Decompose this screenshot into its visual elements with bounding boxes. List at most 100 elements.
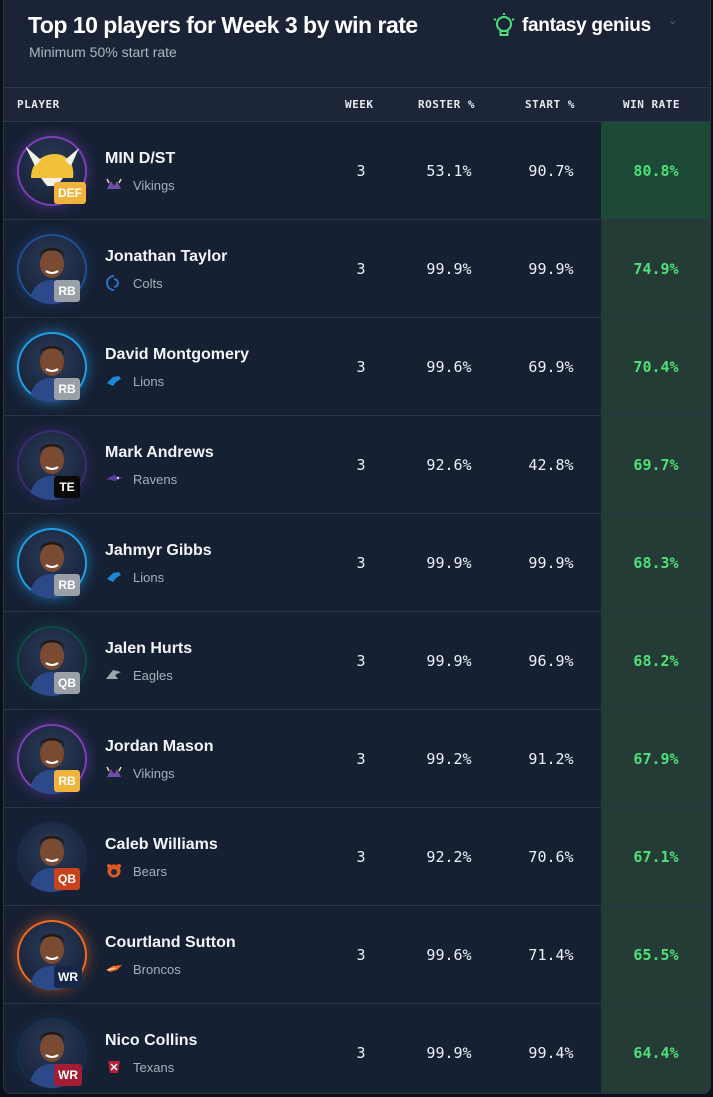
position-badge: RB (54, 280, 80, 302)
team-name: Vikings (133, 765, 175, 781)
win-rate: 74.9% (633, 260, 679, 278)
table-row[interactable]: TE Mark Andrews Ravens 3 92.6% 42.8% 69.7% (4, 416, 710, 514)
win-rate: 69.7% (633, 456, 679, 474)
table-row[interactable]: WR Courtland Sutton Broncos 3 99.6% 71.4% 65.5… (4, 906, 710, 1004)
column-header-start[interactable]: START % (525, 98, 575, 111)
win-rate-highlight (601, 612, 710, 709)
start-percent: 42.8% (528, 456, 574, 474)
ravens-logo-icon (105, 471, 123, 487)
start-percent: 70.6% (528, 848, 574, 866)
start-percent: 99.9% (528, 260, 574, 278)
brand-logo[interactable]: fantasy genius (492, 12, 651, 40)
texans-logo-icon (105, 1059, 123, 1075)
start-percent: 71.4% (528, 946, 574, 964)
player-name[interactable]: Mark Andrews (105, 444, 214, 461)
players-table: PLAYER WEEK ROSTER % START % WIN RATE DE… (4, 87, 710, 1093)
page-title: Top 10 players for Week 3 by win rate (28, 12, 418, 38)
leaderboard-card: Top 10 players for Week 3 by win rate Mi… (3, 0, 711, 1094)
position-badge: DEF (54, 182, 86, 204)
position-badge: RB (54, 574, 80, 596)
position-badge: RB (54, 378, 80, 400)
table-row[interactable]: RB Jahmyr Gibbs Lions 3 99.9% 99.9% 68.3% (4, 514, 710, 612)
position-badge: WR (54, 966, 82, 988)
team-name: Colts (133, 275, 163, 291)
column-header-player[interactable]: PLAYER (17, 98, 60, 111)
week-value: 3 (356, 848, 366, 866)
start-percent: 99.9% (528, 554, 574, 572)
week-value: 3 (356, 1044, 366, 1062)
win-rate-highlight (601, 122, 710, 219)
player-name[interactable]: Jonathan Taylor (105, 248, 228, 265)
position-badge: WR (54, 1064, 82, 1086)
win-rate: 67.1% (633, 848, 679, 866)
team-info: Broncos (105, 961, 181, 977)
player-name[interactable]: Jalen Hurts (105, 640, 193, 657)
table-row[interactable]: QB Caleb Williams Bears 3 92.2% 70.6% 67.1% (4, 808, 710, 906)
team-name: Texans (133, 1059, 175, 1075)
start-percent: 69.9% (528, 358, 574, 376)
player-name[interactable]: David Montgomery (105, 346, 250, 363)
player-name[interactable]: Jahmyr Gibbs (105, 542, 212, 559)
player-name[interactable]: Caleb Williams (105, 836, 218, 853)
roster-percent: 99.9% (426, 554, 472, 572)
team-info: Lions (105, 569, 164, 585)
team-info: Ravens (105, 471, 177, 487)
roster-percent: 99.6% (426, 946, 472, 964)
win-rate-highlight (601, 906, 710, 1003)
bears-logo-icon (105, 863, 123, 879)
table-row[interactable]: WR Nico Collins Texans 3 99.9% 99.4% 64.4% (4, 1004, 710, 1093)
lightbulb-icon (493, 13, 515, 36)
team-name: Eagles (133, 667, 173, 683)
win-rate-highlight (601, 710, 710, 807)
win-rate-highlight (601, 416, 710, 513)
win-rate: 64.4% (633, 1044, 679, 1062)
page-subtitle: Minimum 50% start rate (29, 44, 177, 60)
lions-logo-icon (105, 569, 123, 585)
card-header: Top 10 players for Week 3 by win rate Mi… (4, 0, 710, 86)
player-name[interactable]: Nico Collins (105, 1032, 198, 1049)
eagles-logo-icon (105, 667, 123, 683)
broncos-logo-icon (105, 961, 123, 977)
win-rate: 68.3% (633, 554, 679, 572)
chevron-down-icon[interactable]: ⌄ (668, 15, 678, 27)
vikings-helmet-image (25, 146, 79, 186)
table-row[interactable]: RB David Montgomery Lions 3 99.6% 69.9% 70.4% (4, 318, 710, 416)
week-value: 3 (356, 750, 366, 768)
team-info: Eagles (105, 667, 173, 683)
vikings-logo-icon (105, 765, 123, 781)
team-info: Vikings (105, 765, 175, 781)
team-name: Broncos (133, 961, 181, 977)
table-header: PLAYER WEEK ROSTER % START % WIN RATE (4, 87, 710, 122)
win-rate: 68.2% (633, 652, 679, 670)
column-header-roster[interactable]: ROSTER % (418, 98, 475, 111)
column-header-win-rate[interactable]: WIN RATE (623, 98, 680, 111)
win-rate-highlight (601, 220, 710, 317)
team-info: Texans (105, 1059, 174, 1075)
table-row[interactable]: DEF MIN D/ST Vikings 3 53.1% 90.7% 80.8% (4, 122, 710, 220)
column-header-week[interactable]: WEEK (345, 98, 374, 111)
position-badge: RB (54, 770, 80, 792)
team-name: Bears (133, 863, 167, 879)
week-value: 3 (356, 162, 366, 180)
start-percent: 91.2% (528, 750, 574, 768)
roster-percent: 92.6% (426, 456, 472, 474)
team-name: Lions (133, 373, 165, 389)
player-name[interactable]: Courtland Sutton (105, 934, 236, 951)
roster-percent: 99.6% (426, 358, 472, 376)
player-name[interactable]: Jordan Mason (105, 738, 214, 755)
win-rate: 80.8% (633, 162, 679, 180)
position-badge: QB (54, 672, 80, 694)
roster-percent: 99.2% (426, 750, 472, 768)
start-percent: 99.4% (528, 1044, 574, 1062)
player-name[interactable]: MIN D/ST (105, 150, 176, 167)
team-info: Colts (105, 275, 163, 291)
brand-name: fantasy genius (522, 15, 651, 36)
table-row[interactable]: QB Jalen Hurts Eagles 3 99.9% 96.9% 68.2% (4, 612, 710, 710)
team-info: Lions (105, 373, 164, 389)
table-row[interactable]: RB Jordan Mason Vikings 3 99.2% 91.2% 67.9% (4, 710, 710, 808)
win-rate-highlight (601, 514, 710, 611)
roster-percent: 99.9% (426, 1044, 472, 1062)
roster-percent: 99.9% (426, 652, 472, 670)
table-row[interactable]: RB Jonathan Taylor Colts 3 99.9% 99.9% 74.9% (4, 220, 710, 318)
win-rate: 70.4% (633, 358, 679, 376)
